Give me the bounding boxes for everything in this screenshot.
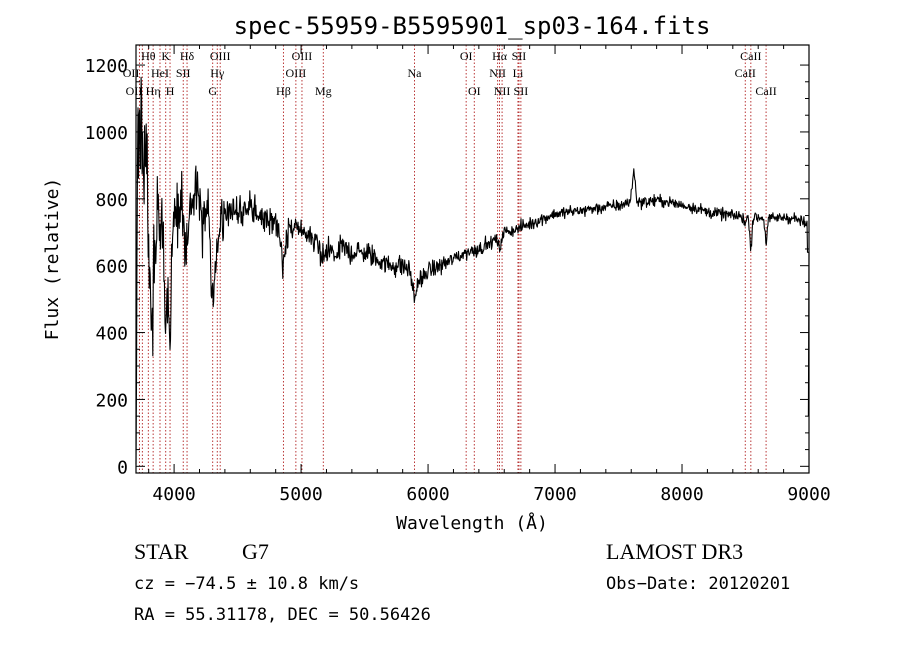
spectral-line-label: Hβ bbox=[276, 84, 291, 98]
y-axis-ticks: 0 200 400 600 800 1000 1200 bbox=[85, 56, 809, 478]
spectral-line-label: Na bbox=[407, 66, 422, 80]
spectral-line-label: OI bbox=[468, 84, 481, 98]
spectral-line-label: G bbox=[208, 84, 217, 98]
coordinates-text: RA = 55.31178, DEC = 50.56426 bbox=[134, 605, 431, 625]
spectral-line-label: Hθ bbox=[141, 49, 156, 63]
plot-frame bbox=[135, 44, 810, 474]
spectral-line-label: OII bbox=[123, 66, 140, 80]
redshift-text: cz = −74.5 ± 10.8 km/s bbox=[134, 574, 359, 594]
spectral-line-label: Hα bbox=[492, 49, 508, 63]
y-tick-label: 1200 bbox=[85, 56, 128, 77]
spectral-line-labels: OIIOIIHθHηHeIKHSIIHδGHγOIIIHβOIIIOIIIMgN… bbox=[123, 49, 777, 98]
spectral-line-markers bbox=[138, 45, 767, 473]
spectral-line-label: NII bbox=[494, 84, 511, 98]
y-axis-label: Flux (relative) bbox=[42, 178, 63, 341]
spectral-line-label: SII bbox=[176, 66, 191, 80]
x-tick-label: 6000 bbox=[406, 484, 449, 505]
x-tick-label: 8000 bbox=[660, 484, 703, 505]
y-tick-label: 800 bbox=[95, 190, 128, 211]
spectral-line-label: H bbox=[166, 84, 175, 98]
x-axis-label: Wavelength (Å) bbox=[396, 512, 548, 534]
spectral-line-label: OII bbox=[126, 84, 143, 98]
spectral-line-label: Hη bbox=[146, 84, 161, 98]
object-subclass: G7 bbox=[242, 539, 269, 564]
spectral-line-label: OIII bbox=[292, 49, 313, 63]
spectral-line-label: OIII bbox=[286, 66, 307, 80]
spectral-line-label: Hδ bbox=[180, 49, 195, 63]
y-tick-label: 1000 bbox=[85, 123, 128, 144]
spectrum-line bbox=[135, 76, 810, 465]
obs-date: Obs−Date: 20120201 bbox=[606, 574, 790, 594]
spectral-line-label: NII bbox=[489, 66, 506, 80]
spectral-line-label: CaII bbox=[755, 84, 776, 98]
spectral-line-label: K bbox=[161, 49, 170, 63]
y-tick-label: 0 bbox=[117, 457, 128, 478]
x-tick-label: 9000 bbox=[787, 484, 830, 505]
y-tick-label: 600 bbox=[95, 257, 128, 278]
x-tick-label: 4000 bbox=[152, 484, 195, 505]
spectral-line-label: OIII bbox=[210, 49, 231, 63]
x-axis-ticks: 4000 5000 6000 7000 8000 9000 bbox=[148, 45, 831, 505]
spectral-line-label: Hγ bbox=[210, 66, 225, 80]
y-tick-label: 400 bbox=[95, 324, 128, 345]
chart-title: spec-55959-B5595901_sp03-164.fits bbox=[234, 12, 711, 40]
object-class: STAR bbox=[134, 539, 189, 564]
spectral-line-label: HeI bbox=[151, 66, 169, 80]
survey-name: LAMOST DR3 bbox=[606, 539, 743, 564]
spectral-line-label: Mg bbox=[315, 84, 332, 98]
x-tick-label: 7000 bbox=[533, 484, 576, 505]
spectral-line-label: CaII bbox=[740, 49, 761, 63]
spectral-line-label: OI bbox=[460, 49, 473, 63]
spectral-line-label: CaII bbox=[735, 66, 756, 80]
y-tick-label: 200 bbox=[95, 390, 128, 411]
x-tick-label: 5000 bbox=[279, 484, 322, 505]
spectral-line-label: SII bbox=[514, 84, 529, 98]
spectral-line-label: SII bbox=[512, 49, 527, 63]
spectral-line-label: Li bbox=[513, 66, 524, 80]
